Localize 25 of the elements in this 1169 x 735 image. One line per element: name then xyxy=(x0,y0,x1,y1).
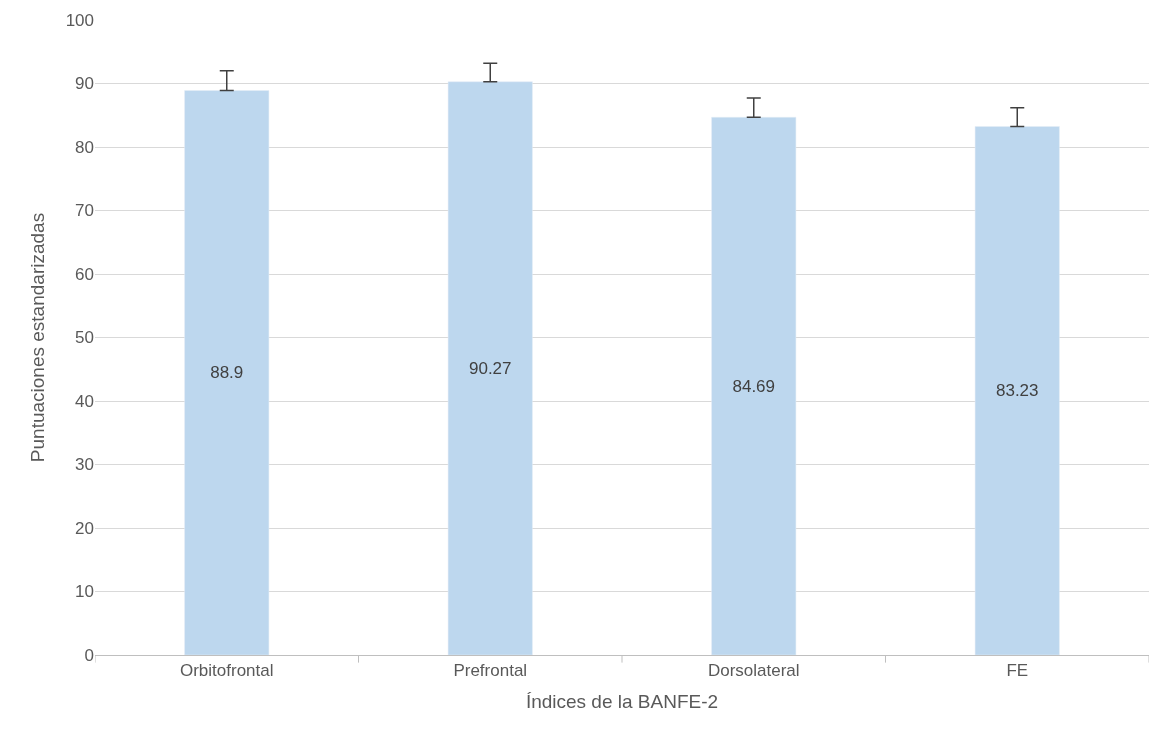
y-axis-title: Puntuaciones estandarizadas xyxy=(27,212,49,463)
y-tick-label: 10 xyxy=(75,582,94,602)
x-tick-label: Prefrontal xyxy=(453,661,528,681)
bar xyxy=(447,81,533,655)
bar xyxy=(711,116,797,655)
data-label: 83.23 xyxy=(995,381,1039,401)
bar xyxy=(974,126,1060,655)
y-tick-label: 90 xyxy=(75,74,94,94)
y-tick-label: 30 xyxy=(75,455,94,475)
x-tick-label: Orbitofrontal xyxy=(179,661,274,681)
data-label: 88.9 xyxy=(210,363,244,383)
bar xyxy=(184,90,270,655)
y-tick-label: 50 xyxy=(75,328,94,348)
y-tick-label: 20 xyxy=(75,518,94,538)
x-tick-label: Dorsolateral xyxy=(707,661,800,681)
data-label: 84.69 xyxy=(732,376,776,396)
y-tick-label: 40 xyxy=(75,391,94,411)
y-tick-label: 80 xyxy=(75,137,94,157)
y-tick-label: 60 xyxy=(75,264,94,284)
x-tick-label: FE xyxy=(1006,661,1029,681)
y-tick-label: 0 xyxy=(84,645,94,665)
y-tick-label: 100 xyxy=(65,10,94,30)
y-tick-label: 70 xyxy=(75,201,94,221)
data-label: 90.27 xyxy=(468,358,512,378)
x-axis-title: Índices de la BANFE-2 xyxy=(525,691,719,713)
